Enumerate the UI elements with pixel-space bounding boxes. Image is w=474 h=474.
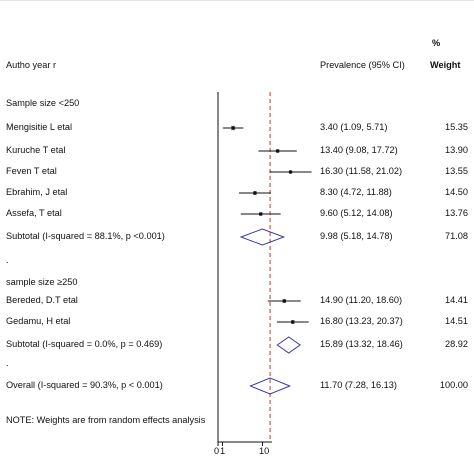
row-5-label: Assefa, T etal: [6, 208, 62, 218]
row-2-label: Kuruche T etal: [6, 145, 66, 155]
row-0-label: Sample size <250: [6, 98, 80, 108]
row-6-estimate: 9.98 (5.18, 14.78): [320, 231, 393, 241]
x-tick-label-1: 1: [220, 446, 225, 456]
row-2-weight: 13.90: [445, 145, 468, 155]
row-4-weight: 14.50: [445, 187, 468, 197]
row-13-label: Overall (I-squared = 90.3%, p < 0.001): [6, 380, 163, 390]
row-5-estimate: 9.60 (5.12, 14.08): [320, 208, 393, 218]
row-10-label: Gedamu, H etal: [6, 316, 71, 326]
row-3-point: [288, 170, 293, 174]
top-border: [0, 0, 474, 1]
row-11-estimate: 15.89 (13.32, 18.46): [320, 339, 403, 349]
row-5-point: [258, 212, 263, 216]
weight-percent-header: %: [432, 38, 441, 48]
row-6-label: Subtotal (I-squared = 88.1%, p <0.001): [6, 231, 165, 241]
row-2-point: [275, 149, 280, 153]
row-6-weight: 71.08: [445, 231, 468, 241]
row-9-estimate: 14.90 (11.20, 18.60): [320, 295, 403, 305]
row-3-estimate: 16.30 (11.58, 21.02): [320, 166, 403, 176]
x-tick-label-0: 0: [214, 446, 219, 456]
row-11-diamond: [276, 336, 302, 354]
estimate-column-header: Prevalence (95% CI): [320, 60, 405, 70]
row-10-estimate: 16.80 (13.23, 20.37): [320, 316, 403, 326]
row-3-label: Feven T etal: [6, 166, 57, 176]
row-1-point: [231, 126, 235, 130]
row-13-weight: 100.00: [439, 380, 468, 390]
row-15-label: NOTE: Weights are from random effects an…: [6, 415, 206, 425]
row-11-weight: 28.92: [445, 339, 468, 349]
row-1-weight: 15.35: [445, 122, 468, 132]
row-6-diamond: [239, 228, 286, 246]
row-11-label: Subtotal (I-squared = 0.0%, p = 0.469): [6, 339, 163, 349]
weight-column-header: Weight: [430, 60, 461, 70]
x-tick-label-2: 10: [259, 446, 269, 456]
row-3-weight: 13.55: [445, 166, 468, 176]
row-9-label: Bereded, D.T etal: [6, 295, 78, 305]
row-4-point: [253, 191, 257, 195]
row-9-point: [282, 299, 287, 303]
row-13-diamond: [249, 377, 292, 395]
row-13-estimate: 11.70 (7.28, 16.13): [320, 380, 397, 390]
row-1-label: Mengisitie L etal: [6, 122, 73, 132]
row-12-label: .: [6, 358, 9, 368]
row-4-estimate: 8.30 (4.72, 11.88): [320, 187, 392, 197]
study-column-header: Autho year r: [6, 60, 57, 70]
row-8-label: sample size ≥250: [6, 277, 78, 287]
row-9-weight: 14.41: [445, 295, 468, 305]
row-10-weight: 14.51: [445, 316, 468, 326]
row-10-point: [290, 320, 295, 324]
row-7-label: .: [6, 255, 9, 265]
row-4-label: Ebrahim, J etal: [6, 187, 68, 197]
row-5-weight: 13.76: [445, 208, 468, 218]
row-1-estimate: 3.40 (1.09, 5.71): [320, 122, 388, 132]
row-2-estimate: 13.40 (9.08, 17.72): [320, 145, 398, 155]
